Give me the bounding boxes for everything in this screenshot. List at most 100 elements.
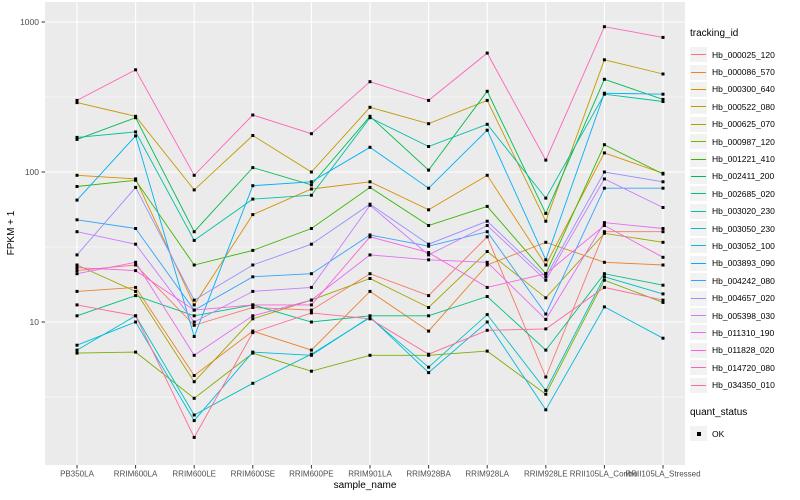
data-point <box>192 419 196 423</box>
data-point <box>544 392 548 396</box>
legend-line-swatch <box>690 255 707 271</box>
panel-background <box>45 2 685 465</box>
data-point <box>485 230 489 234</box>
data-point <box>309 180 313 184</box>
data-point <box>661 92 665 96</box>
data-point <box>309 193 313 197</box>
legend-item-label: Hb_000025_120 <box>712 49 775 60</box>
data-point <box>192 380 196 384</box>
data-point <box>192 335 196 338</box>
data-point <box>309 187 313 191</box>
data-point <box>602 230 606 234</box>
data-point <box>251 317 255 321</box>
data-point <box>309 170 313 174</box>
data-point <box>544 408 548 412</box>
data-point <box>602 151 606 155</box>
data-point <box>661 230 665 234</box>
data-point <box>485 51 489 55</box>
x-tick-label: PB350LA <box>60 470 94 479</box>
data-point <box>309 242 313 246</box>
legend-series-list: Hb_000025_120 Hb_000086_570 Hb_000300_640 H… <box>690 46 798 394</box>
legend-item: Hb_034350_010 <box>690 376 798 393</box>
data-point <box>75 218 79 222</box>
data-point <box>251 184 255 188</box>
data-point <box>661 240 665 244</box>
data-point <box>309 303 313 307</box>
data-point <box>368 277 372 280</box>
data-point <box>75 173 79 177</box>
y-tick-label: 100 <box>25 167 39 177</box>
data-point <box>75 253 79 257</box>
data-point <box>427 186 431 190</box>
data-point <box>251 289 255 293</box>
legend-line-swatch <box>690 325 707 341</box>
data-point <box>602 305 606 309</box>
data-point <box>427 258 431 262</box>
data-point <box>427 365 431 369</box>
data-point <box>544 219 548 223</box>
data-point <box>75 198 79 202</box>
data-point <box>134 285 138 289</box>
legend-item-label: Hb_000522_080 <box>712 101 775 112</box>
data-point <box>134 269 138 273</box>
data-point <box>309 311 313 315</box>
legend-item: Hb_000025_120 <box>690 46 798 63</box>
data-point <box>661 97 665 101</box>
data-point <box>134 227 138 230</box>
data-point <box>192 308 196 312</box>
data-point <box>544 158 548 162</box>
data-point <box>661 292 665 296</box>
data-point <box>602 186 606 190</box>
data-point <box>192 298 196 302</box>
data-point <box>192 374 196 377</box>
data-point <box>134 314 138 318</box>
legend-item-label: Hb_005398_030 <box>712 310 775 321</box>
data-point <box>75 351 79 355</box>
data-point <box>251 275 255 279</box>
data-point <box>309 348 313 352</box>
data-point <box>368 289 372 293</box>
data-point <box>602 231 606 235</box>
data-point <box>134 130 138 134</box>
data-point <box>427 208 431 212</box>
data-point <box>427 306 431 309</box>
data-point <box>192 173 196 177</box>
data-point <box>427 244 431 248</box>
data-point <box>251 134 255 137</box>
data-point <box>134 242 138 246</box>
data-point <box>368 353 372 357</box>
data-point <box>251 331 255 335</box>
data-point <box>544 240 548 244</box>
data-point <box>485 320 489 324</box>
data-point <box>661 100 665 103</box>
data-point <box>309 308 313 312</box>
legend-line-swatch <box>690 308 707 324</box>
legend-item-label: Hb_003052_100 <box>712 240 775 251</box>
data-point <box>368 235 372 239</box>
data-point <box>544 348 548 352</box>
data-point <box>368 180 372 184</box>
data-point <box>75 303 79 307</box>
data-point <box>251 350 255 354</box>
data-point <box>602 221 606 225</box>
data-point <box>309 227 313 230</box>
data-point <box>427 329 431 333</box>
data-point <box>602 58 606 62</box>
legend-item-label: Hb_002411_200 <box>712 171 775 182</box>
data-point <box>544 317 548 321</box>
data-point <box>427 168 431 172</box>
x-tick-label: RRIM600PE <box>289 470 333 479</box>
data-point <box>661 206 665 209</box>
legend-item: Hb_000987_120 <box>690 133 798 150</box>
legend-title-tracking-id: tracking_id <box>690 28 739 39</box>
data-point <box>544 296 548 300</box>
legend-line-swatch <box>690 273 707 289</box>
data-point <box>485 235 489 239</box>
data-point <box>368 145 372 149</box>
legend-line-swatch <box>690 64 707 80</box>
data-point <box>661 227 665 230</box>
legend-line-swatch <box>690 360 707 376</box>
data-point <box>427 352 431 356</box>
data-point <box>427 294 431 298</box>
data-point <box>75 101 79 105</box>
